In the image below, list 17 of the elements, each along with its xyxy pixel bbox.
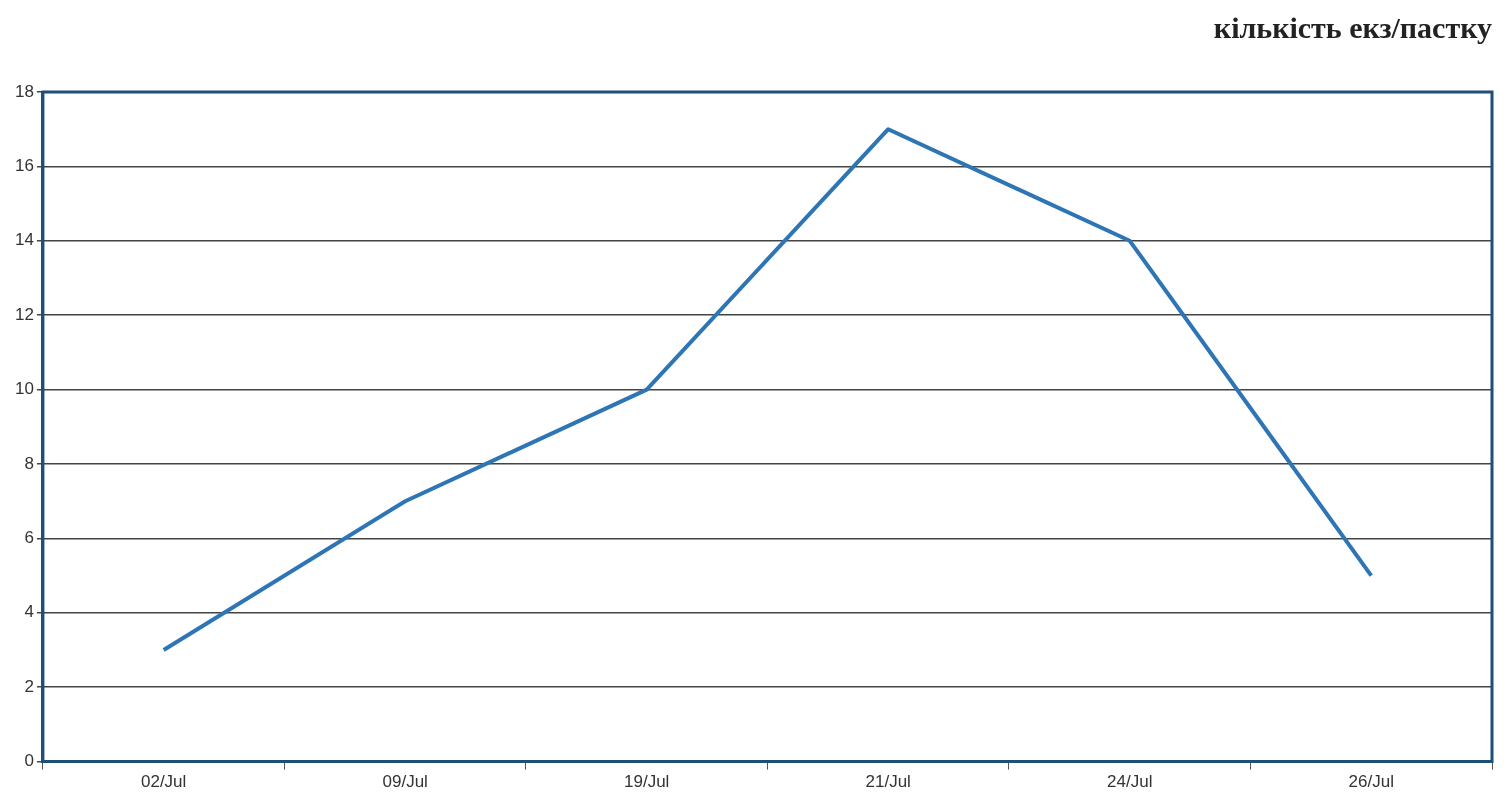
x-tick-label: 19/Jul bbox=[624, 772, 670, 792]
y-tick-label: 8 bbox=[24, 453, 34, 473]
x-tick-label: 24/Jul bbox=[1107, 772, 1153, 792]
y-tick-label: 0 bbox=[24, 751, 34, 771]
y-tick-label: 18 bbox=[14, 81, 34, 101]
y-tick-label: 14 bbox=[14, 230, 34, 250]
x-tick-label: 21/Jul bbox=[865, 772, 911, 792]
y-tick-label: 10 bbox=[14, 379, 34, 399]
y-tick-label: 2 bbox=[24, 676, 34, 696]
x-tick-label: 02/Jul bbox=[140, 772, 187, 792]
y-tick-label: 16 bbox=[14, 156, 34, 176]
x-tick-label: 09/Jul bbox=[382, 772, 428, 792]
x-tick-label: 26/Jul bbox=[1348, 772, 1394, 792]
chart-title: кількість екз/пастку bbox=[1213, 10, 1492, 44]
y-tick-label: 6 bbox=[24, 528, 34, 548]
y-tick-label: 12 bbox=[14, 304, 34, 324]
y-tick-label: 4 bbox=[24, 602, 34, 622]
